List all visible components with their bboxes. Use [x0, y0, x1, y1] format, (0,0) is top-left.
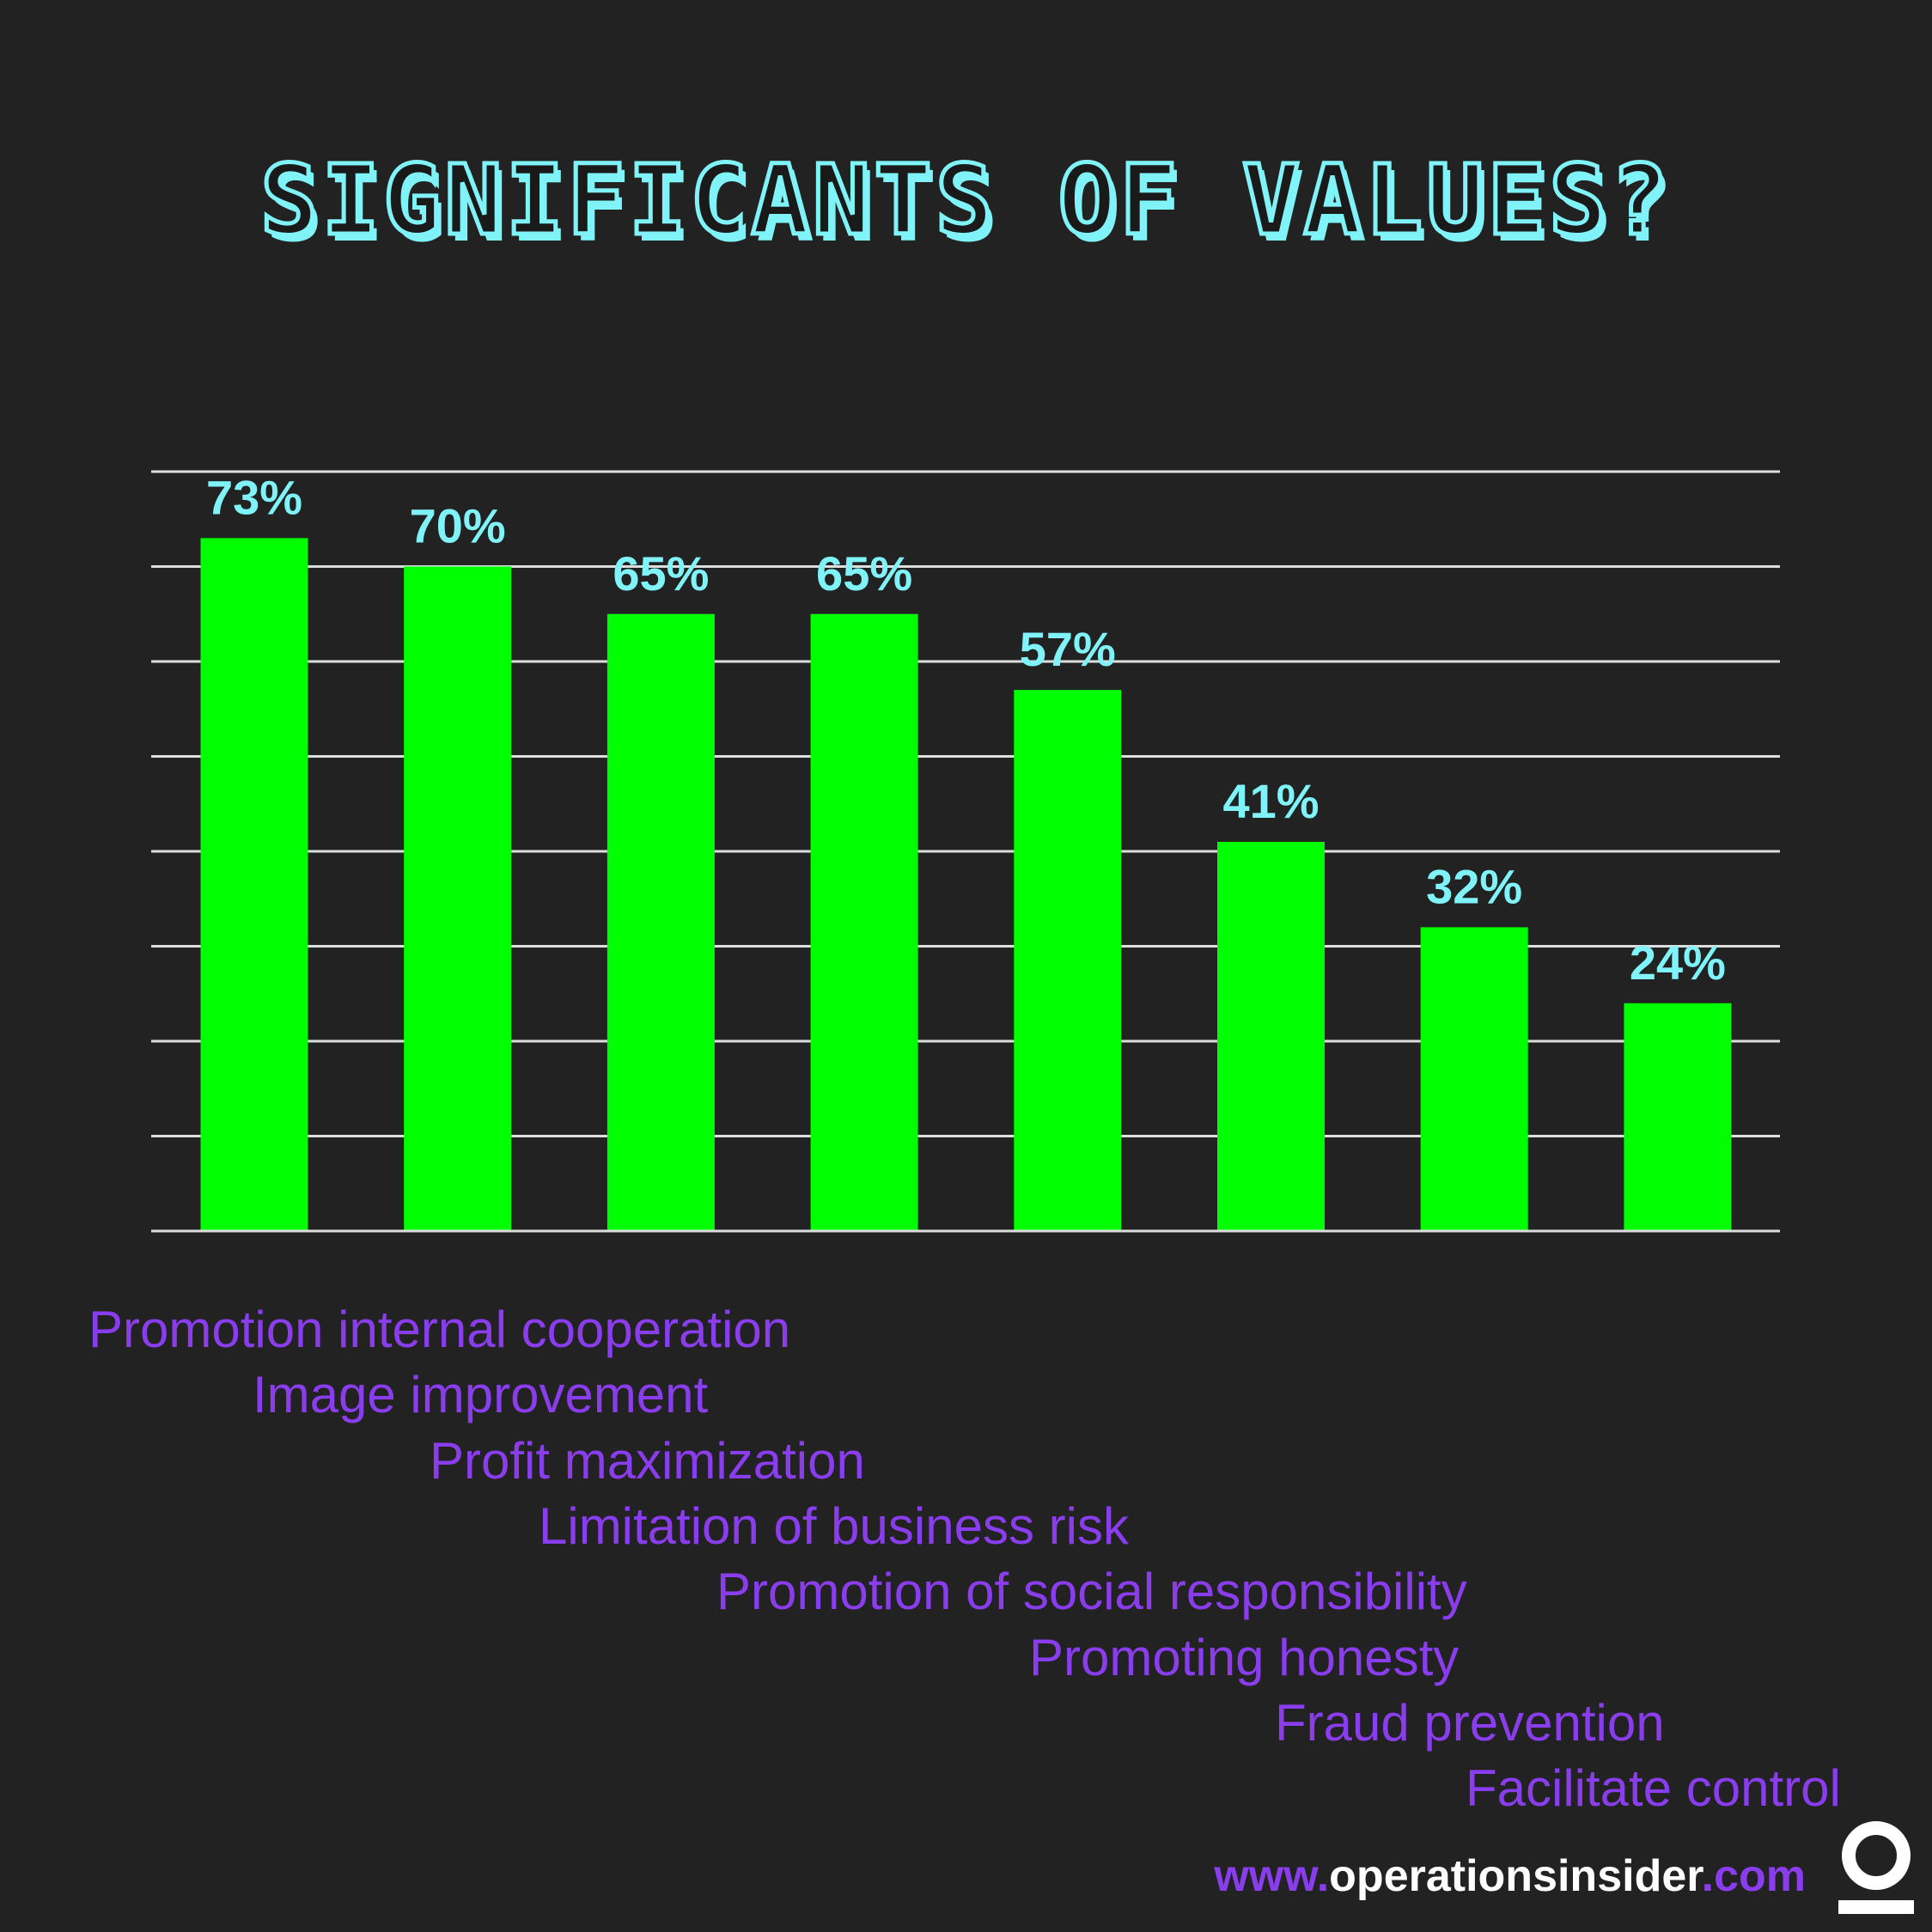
bar	[810, 613, 918, 1231]
url-suffix: .com	[1701, 1851, 1806, 1901]
data-label: 24%	[1630, 936, 1726, 990]
data-label: 65%	[816, 546, 912, 600]
data-label: 41%	[1222, 774, 1319, 828]
category-label: Limitation of business risk	[539, 1496, 1129, 1555]
category-label: Fraud prevention	[1275, 1693, 1665, 1752]
website-url[interactable]: www.operationsinsider.com	[1214, 1854, 1806, 1898]
brand-logo-icon	[1838, 1821, 1914, 1914]
bar	[1624, 1003, 1732, 1231]
data-label: 57%	[1020, 622, 1116, 676]
category-label: Promotion internal cooperation	[88, 1301, 791, 1358]
chart-title: SIGNIFICANTS OF VALUES?	[259, 145, 1672, 257]
bar	[1217, 841, 1325, 1231]
url-prefix: www.	[1214, 1851, 1330, 1901]
bar	[1420, 927, 1528, 1231]
bar	[200, 538, 308, 1231]
category-label: Facilitate control	[1466, 1759, 1841, 1818]
bar	[606, 613, 715, 1231]
data-label: 65%	[613, 546, 709, 600]
category-label: Profit maximization	[430, 1431, 865, 1490]
data-label: 70%	[410, 499, 506, 553]
bar	[404, 566, 512, 1231]
category-label: Image improvement	[253, 1366, 709, 1424]
category-label: Promoting honesty	[1029, 1628, 1460, 1686]
url-domain: operationsinsider	[1329, 1851, 1702, 1901]
data-label: 73%	[206, 470, 302, 524]
bar	[1014, 690, 1122, 1231]
category-label: Promotion of social responsibility	[716, 1563, 1467, 1621]
data-label: 32%	[1426, 859, 1522, 913]
